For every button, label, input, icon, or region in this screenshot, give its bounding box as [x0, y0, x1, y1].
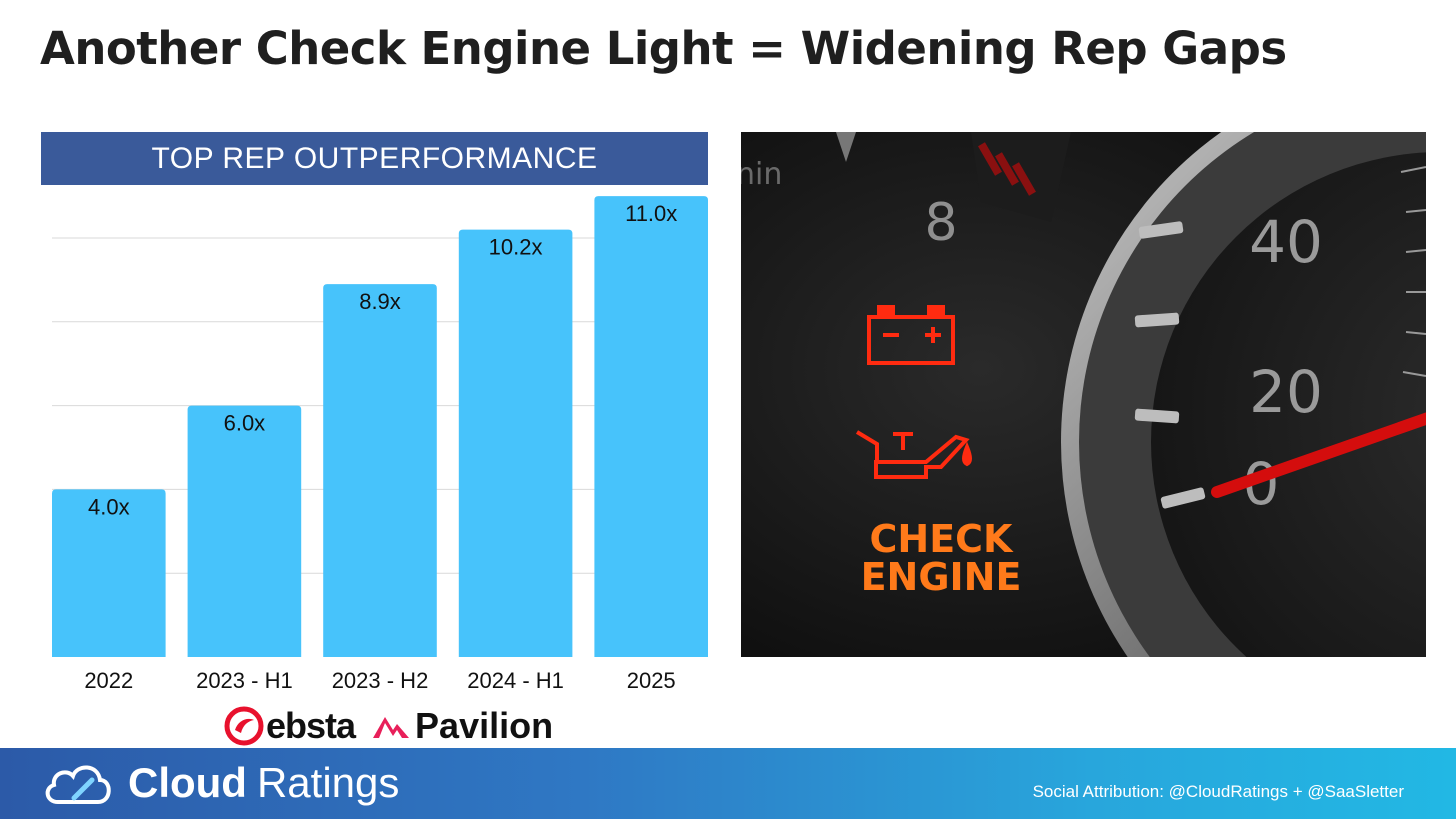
pavilion-logo-text: Pavilion: [415, 705, 554, 746]
cloud-gauge-icon: [45, 765, 111, 804]
source-logos: ebsta Pavilion: [224, 704, 553, 748]
social-attribution: Social Attribution: @CloudRatings + @Saa…: [1032, 782, 1404, 801]
brand-logo: Cloud Ratings: [40, 758, 399, 808]
bar-value-label: 10.2x: [489, 235, 543, 260]
tach-label-8: 8: [924, 193, 957, 253]
bar-value-label: 6.0x: [224, 411, 266, 436]
footer-bar: Cloud Ratings Social Attribution: @Cloud…: [0, 748, 1456, 819]
dashboard-photo: nin 8 40 20 0 CHECK ENGINE: [741, 132, 1426, 657]
bar-2022: [52, 489, 166, 657]
check-warning-text: CHECK: [870, 517, 1015, 561]
category-tick-label: 2023 - H1: [196, 668, 293, 693]
bar-chart: 4.0x 6.0x 8.9x 10.2x 11.0x 2022 2023 - H1 2023…: [52, 196, 708, 693]
bar-2024-h1: [458, 229, 573, 657]
bar-2023-h1: [187, 405, 302, 657]
engine-warning-text: ENGINE: [861, 555, 1022, 599]
brand-name-bold: Cloud: [128, 759, 247, 806]
speedometer-needle: [1211, 412, 1426, 498]
oil-warning-icon: [855, 430, 972, 479]
category-tick-label: 2022: [84, 668, 133, 693]
bar-2023-h2: [323, 284, 437, 657]
speed-label-40: 40: [1249, 208, 1323, 276]
pavilion-logo-icon: [373, 717, 410, 738]
ebsta-logo-icon: [224, 706, 264, 746]
category-tick-label: 2023 - H2: [332, 668, 429, 693]
ebsta-logo-text: ebsta: [266, 705, 356, 746]
bar-value-label: 11.0x: [625, 201, 677, 226]
bar-2025: [594, 196, 708, 657]
chart-title-banner: TOP REP OUTPERFORMANCE: [41, 132, 708, 185]
value-labels: 4.0x 6.0x 8.9x 10.2x 11.0x: [88, 201, 677, 519]
battery-warning-icon: [867, 305, 955, 365]
speed-label-20: 20: [1249, 358, 1323, 426]
partial-unit-text: nin: [741, 157, 782, 192]
slide-title: Another Check Engine Light = Widening Re…: [40, 22, 1287, 75]
category-tick-label: 2024 - H1: [467, 668, 564, 693]
bars: [52, 196, 708, 657]
bar-value-label: 4.0x: [88, 494, 130, 519]
category-tick-label: 2025: [627, 668, 676, 693]
bar-value-label: 8.9x: [359, 289, 401, 314]
brand-name-light: Ratings: [256, 759, 400, 806]
category-labels: 2022 2023 - H1 2023 - H2 2024 - H1 2025: [84, 668, 675, 693]
